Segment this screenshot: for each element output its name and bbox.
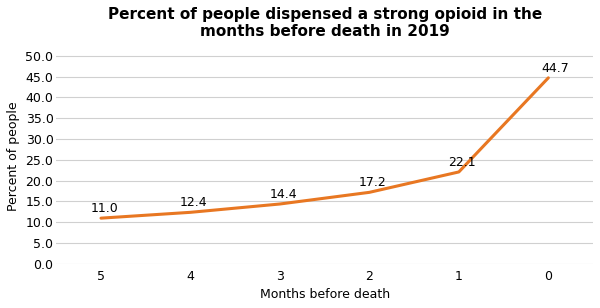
Y-axis label: Percent of people: Percent of people bbox=[7, 101, 20, 210]
Text: 22.1: 22.1 bbox=[448, 156, 476, 169]
Text: 14.4: 14.4 bbox=[269, 188, 297, 201]
Text: 11.0: 11.0 bbox=[90, 202, 118, 215]
X-axis label: Months before death: Months before death bbox=[260, 288, 390, 301]
Text: 17.2: 17.2 bbox=[359, 176, 386, 189]
Title: Percent of people dispensed a strong opioid in the
months before death in 2019: Percent of people dispensed a strong opi… bbox=[107, 7, 542, 39]
Text: 44.7: 44.7 bbox=[541, 62, 569, 75]
Text: 12.4: 12.4 bbox=[180, 197, 208, 209]
